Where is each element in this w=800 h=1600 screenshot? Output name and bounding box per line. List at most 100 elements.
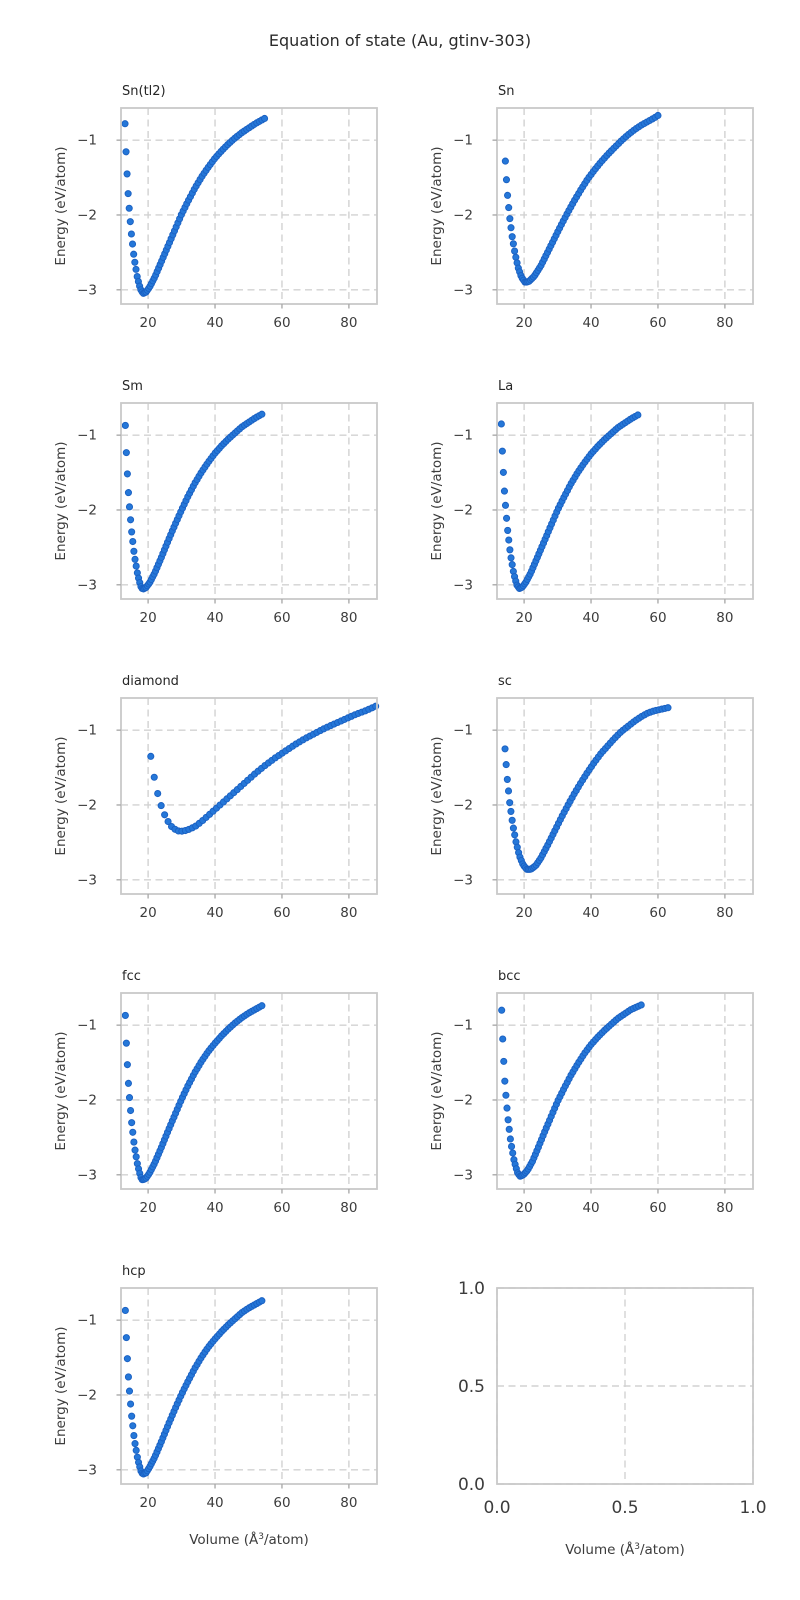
data-point [509,824,517,832]
data-point [124,190,132,198]
data-point [664,704,672,712]
y-tick-label: −3 [453,872,473,888]
data-point [504,191,512,199]
data-series [147,702,380,835]
x-tick-label: 80 [340,1495,357,1511]
data-point [130,547,138,555]
data-point [127,516,135,524]
data-point [147,752,155,760]
y-axis-label: Energy (eV/atom) [53,1031,69,1150]
data-point [508,816,516,824]
subplot-empty: 0.0 0.5 1.0 0.0 0.5 1.0 Volume (Å3/atom) [458,1279,767,1558]
data-point [132,562,140,570]
data-point [124,489,132,497]
data-point [503,514,511,522]
gridlines [497,108,753,304]
x-tick-label: 40 [582,905,599,921]
data-point [123,470,131,478]
x-tick-label: 60 [273,1495,290,1511]
x-tick-label: 60 [649,315,666,331]
x-tick-label: 40 [206,905,223,921]
y-axis-label: Energy (eV/atom) [53,441,69,560]
x-tick-label: 20 [140,1200,157,1216]
data-point [123,1355,131,1363]
data-point [502,1091,510,1099]
x-tick-label: 40 [206,1495,223,1511]
x-tick-label: 80 [340,315,357,331]
x-tick-label: 40 [582,1200,599,1216]
data-point [127,1106,135,1115]
data-series [498,1001,645,1180]
data-point [123,1061,131,1069]
data-series [497,411,642,593]
y-tick-label: −3 [77,577,97,593]
y-tick-label: 0.0 [458,1475,485,1495]
data-point [129,1422,137,1430]
data-point [501,745,509,753]
data-point [501,157,509,165]
tick-labels: 20 40 60 80 −1 −2 −3 [453,723,733,921]
x-tick-label: 80 [716,905,733,921]
tick-labels: 20 40 60 80 −1 −2 −3 [77,1313,357,1511]
data-point [131,1146,139,1154]
x-tick-label: 20 [516,905,533,921]
data-point [128,528,136,536]
x-tick-label: 60 [273,1200,290,1216]
data-point [121,1306,129,1314]
y-tick-label: −1 [77,1313,97,1329]
data-point [503,1104,511,1112]
data-point [150,773,158,781]
x-tick-label: 20 [140,315,157,331]
y-tick-label: −2 [77,1092,97,1108]
data-point [127,1400,135,1408]
y-axis-label: Energy (eV/atom) [53,1326,69,1445]
data-point [122,449,130,457]
data-point [258,410,266,418]
axes-border [496,697,754,895]
data-point [128,1119,136,1127]
subplot-diamond: 20 40 60 80 −1 −2 −3 diamond Energy (eV/atom) [53,674,380,921]
y-axis-label: Energy (eV/atom) [429,736,445,855]
y-tick-label: −2 [453,797,473,813]
data-point [505,204,513,212]
tick-labels: 20 40 60 80 −1 −2 −3 [77,1018,357,1216]
y-tick-label: 0.5 [458,1377,485,1397]
tick-labels: 20 40 60 80 −1 −2 −3 [453,428,733,626]
y-tick-label: −3 [77,1462,97,1478]
data-point [507,554,515,562]
data-point [506,799,514,807]
data-point [654,111,662,120]
x-tick-label: 80 [340,1200,357,1216]
data-series [121,1002,266,1184]
gridlines [121,698,377,894]
data-series [501,111,662,286]
subplot-title: sc [498,674,512,689]
data-point [131,1440,139,1448]
y-axis-label: Energy (eV/atom) [53,736,69,855]
subplot-hcp: 20 40 60 80 −1 −2 −3 hcp Energy (eV/atom) Volume … [53,1264,378,1548]
y-tick-label: −1 [453,723,473,739]
tick-labels: 20 40 60 80 −1 −2 −3 [453,1018,733,1216]
y-tick-label: −2 [453,207,473,223]
gridlines [497,993,753,1189]
y-tick-label: −1 [453,1018,473,1034]
subplot-sm: 20 40 60 80 −1 −2 −3 Sm Energy (eV/atom) [53,379,378,626]
y-tick-label: −3 [77,1167,97,1183]
data-point [132,265,140,273]
x-tick-label: 60 [649,610,666,626]
data-point [501,1077,509,1085]
axes-border [120,697,378,895]
data-point [634,411,642,419]
y-tick-label: −2 [77,797,97,813]
x-tick-label: 60 [649,1200,666,1216]
data-point [502,761,510,769]
figure-suptitle: Equation of state (Au, gtinv-303) [268,31,532,50]
subplot-fcc: 20 40 60 80 −1 −2 −3 fcc Energy (eV/atom) [53,969,378,1216]
axes-border [496,107,754,305]
data-point [506,1135,514,1143]
data-point [123,170,131,178]
subplot-sn: 20 40 60 80 −1 −2 −3 Sn Energy (eV/atom) [429,84,754,331]
data-point [127,230,135,238]
data-point [121,1011,129,1019]
data-point [497,420,505,428]
